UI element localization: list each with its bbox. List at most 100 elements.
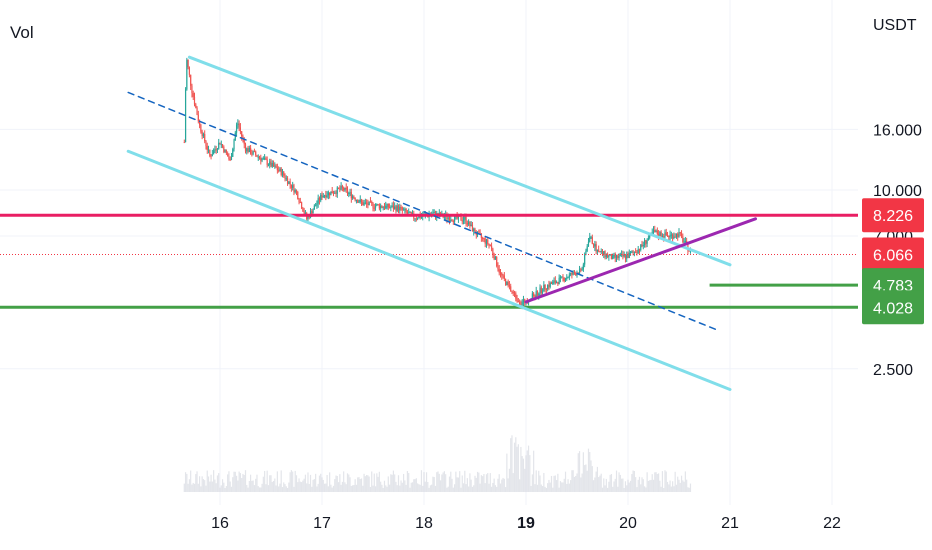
candle-body [374, 205, 377, 208]
candle-body [502, 275, 504, 277]
candle-body [286, 178, 289, 184]
candle-body [223, 146, 225, 153]
candle-body [301, 202, 303, 209]
candle-body [396, 205, 398, 211]
candle-body [464, 216, 466, 220]
volume-bar [307, 472, 309, 492]
candle-body [585, 250, 587, 255]
volume-bar [584, 465, 586, 492]
candle-body [284, 175, 286, 179]
volume-bar [227, 474, 229, 492]
candle-body [612, 255, 614, 260]
volume-bar [540, 484, 542, 492]
volume-bar [498, 474, 500, 492]
volume-bar [610, 474, 613, 492]
candle-body [357, 199, 359, 203]
candle-body [668, 235, 670, 238]
volume-bar [437, 471, 439, 492]
candle-body [545, 289, 547, 291]
x-tick-label: 17 [313, 515, 331, 532]
drawing-tools[interactable] [0, 55, 858, 391]
candle-body [228, 156, 230, 160]
volume-bar [613, 481, 615, 492]
volume-bar [364, 476, 366, 492]
volume-bar [452, 487, 454, 492]
volume-bar [193, 483, 196, 492]
volume-bar [281, 487, 284, 492]
volume-bar [599, 475, 601, 492]
candle-body [617, 255, 619, 259]
volume-bar [582, 452, 584, 492]
volume-bar [424, 481, 426, 492]
volume-bar [419, 484, 421, 492]
volume-bar [288, 482, 290, 492]
grid-lines [0, 0, 858, 505]
volume-indicator-label[interactable]: Vol [10, 23, 34, 42]
volume-bar [223, 482, 225, 492]
candle-body [510, 286, 512, 292]
candle-body [195, 104, 197, 108]
candle-body [343, 187, 345, 191]
candle-body [292, 185, 294, 188]
volume-bar [585, 464, 587, 492]
candle-body [257, 156, 259, 158]
candle-body [669, 234, 671, 238]
candle-body [549, 282, 551, 287]
candle-body [221, 144, 224, 147]
volume-bar [414, 479, 416, 492]
candle-body [290, 184, 292, 188]
volume-bar [431, 484, 433, 492]
volume-bar [621, 478, 623, 492]
volume-bar [387, 476, 389, 492]
volume-bar [649, 480, 651, 492]
candle-body [553, 280, 555, 282]
candle-body [677, 233, 679, 238]
candle-body [646, 240, 648, 244]
candle-body [564, 278, 567, 281]
volume-bar [479, 483, 481, 492]
candle-body [682, 236, 684, 242]
candle-body [345, 187, 347, 190]
volume-bar [238, 471, 240, 492]
volume-bar [484, 483, 486, 492]
volume-bar [396, 485, 398, 492]
volume-bar [274, 478, 276, 492]
volume-bar [512, 473, 514, 492]
volume-bar [422, 485, 424, 492]
volume-bar [413, 479, 415, 492]
volume-bar [461, 475, 463, 492]
volume-bar [679, 482, 681, 492]
volume-bar [575, 475, 577, 492]
candle-body [661, 236, 664, 238]
candle-body [658, 234, 660, 236]
candle-body [415, 218, 417, 220]
candle-body [337, 187, 340, 189]
volume-bar [221, 479, 224, 492]
candle-body [558, 277, 560, 285]
volume-bar [674, 471, 676, 492]
volume-bar [688, 487, 690, 492]
volume-bar [415, 478, 417, 492]
candle-body [320, 194, 322, 201]
candle-body [587, 241, 590, 247]
candle-body [468, 221, 470, 225]
volume-bar [247, 487, 249, 492]
volume-bar [601, 487, 604, 492]
volume-bar [341, 481, 343, 492]
candle-body [538, 293, 540, 296]
candle-body [408, 212, 410, 214]
volume-bar [675, 484, 678, 492]
x-tick-label: 20 [619, 515, 637, 532]
candle-body [247, 148, 249, 153]
candle-body [519, 302, 521, 305]
candle-body [478, 231, 480, 233]
volume-bar [255, 478, 257, 492]
candle-body [543, 284, 545, 292]
volume-bar [200, 486, 202, 492]
candle-body [642, 244, 644, 246]
volume-bar [286, 487, 289, 492]
candle-body [594, 244, 596, 247]
candle-body [483, 238, 485, 240]
volume-bar [418, 484, 420, 492]
